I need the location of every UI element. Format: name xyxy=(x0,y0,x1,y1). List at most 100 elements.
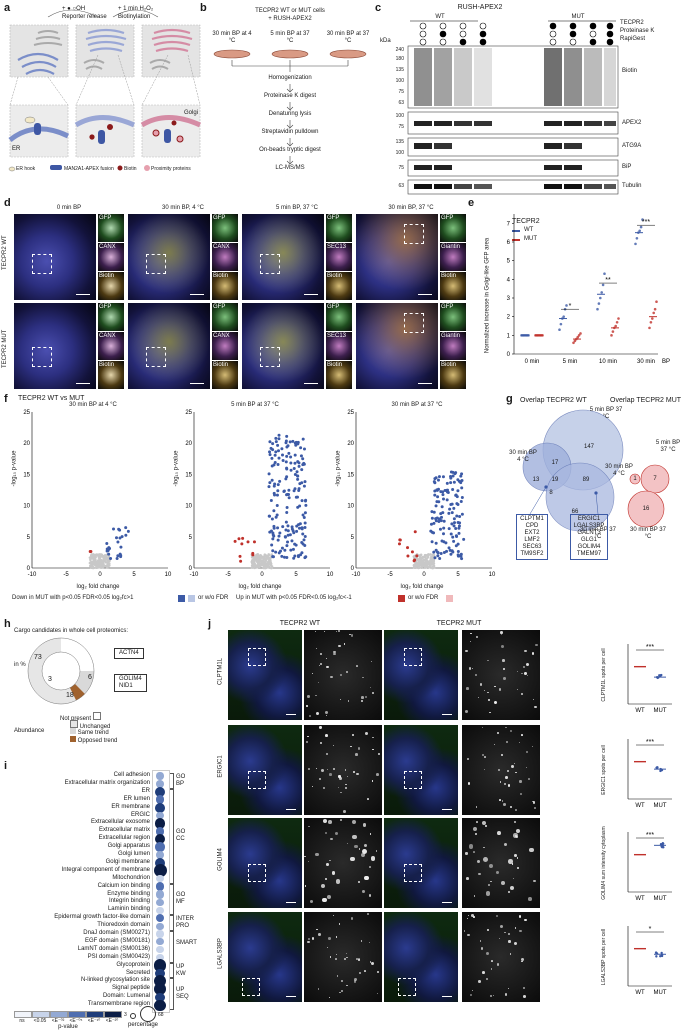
f-point-ns xyxy=(89,561,93,565)
j-puncta xyxy=(525,662,529,666)
f-point-down xyxy=(274,550,278,554)
f-point-up xyxy=(89,550,93,554)
j-puncta xyxy=(330,675,333,679)
d-channel-image: CANX xyxy=(98,243,124,271)
e-point xyxy=(610,334,613,337)
f-point-up xyxy=(397,542,401,546)
f-point-up xyxy=(406,546,410,550)
f-point-down xyxy=(457,531,461,535)
d-channel-image: Biotin xyxy=(212,361,238,389)
f-point-down xyxy=(439,552,443,556)
f-point-ns xyxy=(264,559,268,562)
f-point-ns xyxy=(432,562,435,565)
c-wt-label: WT xyxy=(435,14,445,20)
c-row-rapigest: RapiGest xyxy=(620,36,646,42)
f-point-down xyxy=(301,457,305,461)
j-puncta xyxy=(469,993,473,996)
j-puncta xyxy=(493,700,497,704)
j-puncta xyxy=(487,660,489,662)
c-condition-circle xyxy=(606,30,614,38)
j-puncta xyxy=(358,957,361,960)
f-point-down xyxy=(119,555,123,559)
f-point-down xyxy=(303,544,307,548)
g-title-mut: Overlap TECPR2 MUT xyxy=(610,397,682,404)
j-puncta xyxy=(523,918,527,922)
i-group-label: GO xyxy=(176,773,186,780)
j-puncta xyxy=(467,758,469,761)
i-term-label: Mitochondrion xyxy=(112,874,150,881)
j-puncta xyxy=(346,776,349,778)
j-puncta xyxy=(475,635,479,639)
j-puncta xyxy=(507,769,510,772)
j-puncta xyxy=(314,630,317,633)
j-puncta xyxy=(468,844,474,850)
g-box2-item: TMEM97 xyxy=(576,551,602,557)
f-point-down xyxy=(282,490,286,494)
j-puncta xyxy=(371,748,374,751)
j-puncta xyxy=(360,852,366,857)
i-term-label: ER lumen xyxy=(123,795,150,802)
j-puncta xyxy=(339,818,343,822)
f-point-down xyxy=(268,453,272,457)
j-puncta xyxy=(504,931,506,934)
e-point xyxy=(565,304,568,307)
f-point-down xyxy=(276,449,280,453)
f-point-down xyxy=(441,493,445,497)
j-puncta xyxy=(368,894,372,897)
f-point-up xyxy=(406,554,410,558)
j-puncta xyxy=(483,690,486,692)
j-puncta xyxy=(351,734,354,737)
i-group-label: INTER xyxy=(176,916,194,923)
j-puncta xyxy=(525,767,528,769)
f-point-ns xyxy=(419,553,423,557)
f-point-down xyxy=(429,522,433,526)
f-ytick-label: 5 xyxy=(189,535,193,541)
i-group-bracket xyxy=(170,773,174,789)
i-dot xyxy=(155,914,165,923)
f-point-up xyxy=(410,550,414,554)
f-xtick-label: 5 xyxy=(294,572,298,578)
j-puncta xyxy=(478,872,481,876)
f-point-up xyxy=(252,540,256,544)
j-puncta xyxy=(350,857,355,862)
f-legend-up-swatch xyxy=(398,595,405,602)
g-wt-lab-5min: 5 min BP 37 °C xyxy=(589,407,623,420)
f-point-down xyxy=(280,554,284,558)
i-legend-swatch xyxy=(14,1011,32,1018)
i-term-label: LamNT domain (SM00136) xyxy=(77,945,150,952)
f-ytick-label: 20 xyxy=(23,441,30,447)
f-xtick-label: 10 xyxy=(327,572,334,578)
f-point-down xyxy=(272,509,276,513)
j-puncta xyxy=(481,726,484,729)
f-point-down xyxy=(300,499,304,503)
g-venn-mut-30m-circle xyxy=(627,490,665,528)
f-point-ns xyxy=(100,561,104,565)
c-condition-circle xyxy=(419,22,427,30)
j-puncta xyxy=(507,987,510,989)
i-dot xyxy=(154,857,166,869)
i-dot xyxy=(156,851,164,859)
f-point-down xyxy=(274,515,278,519)
f-point-ns xyxy=(264,564,268,568)
j-roi-box xyxy=(248,648,266,666)
i-dot xyxy=(154,834,166,845)
j-xtick-mut: MUT xyxy=(654,803,667,809)
g-box2-item: GOLIM4 xyxy=(577,544,601,550)
b-step-6: LC-MS/MS xyxy=(275,165,305,171)
h-donut-unchanged-b xyxy=(74,670,94,694)
j-puncta xyxy=(339,992,341,994)
f-point-down xyxy=(434,548,438,552)
c-condition-circle xyxy=(589,30,597,38)
f-point-down xyxy=(285,511,289,515)
j-puncta xyxy=(517,671,519,673)
j-puncta xyxy=(465,852,468,855)
j-sig-label: *** xyxy=(646,832,654,839)
f-point-down xyxy=(107,546,111,550)
j-puncta xyxy=(347,842,349,844)
j-scale-bar xyxy=(286,996,296,997)
d-channel-label: SEC13 xyxy=(327,244,347,250)
f-point-down xyxy=(118,552,122,556)
i-dot xyxy=(153,864,167,878)
j-puncta xyxy=(532,801,534,803)
j-puncta xyxy=(369,961,372,963)
